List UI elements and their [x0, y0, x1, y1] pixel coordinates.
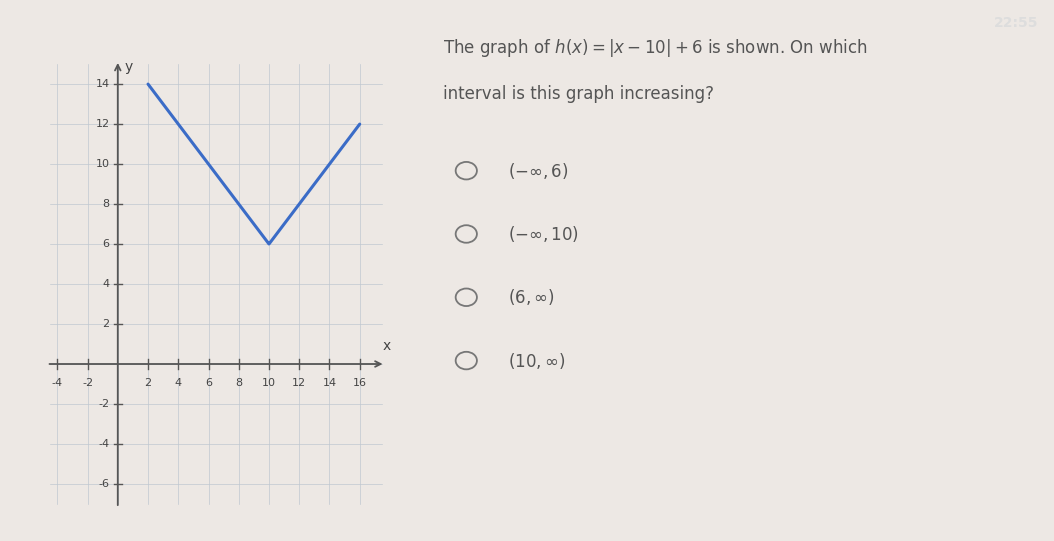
Text: -4: -4 [52, 378, 63, 388]
Text: $(10, \infty)$: $(10, \infty)$ [508, 351, 565, 371]
Text: -2: -2 [82, 378, 93, 388]
Text: $(6, \infty)$: $(6, \infty)$ [508, 287, 554, 307]
Text: 2: 2 [144, 378, 152, 388]
Text: 22:55: 22:55 [994, 16, 1038, 30]
Text: y: y [124, 60, 133, 74]
Text: 4: 4 [102, 279, 110, 289]
Text: 8: 8 [102, 199, 110, 209]
Text: interval is this graph increasing?: interval is this graph increasing? [443, 85, 714, 103]
Text: 8: 8 [235, 378, 242, 388]
Text: 10: 10 [96, 159, 110, 169]
Text: 10: 10 [262, 378, 276, 388]
Text: x: x [383, 339, 391, 353]
Text: 6: 6 [102, 239, 110, 249]
Text: The graph of $h(x) = |x - 10| + 6$ is shown. On which: The graph of $h(x) = |x - 10| + 6$ is sh… [443, 37, 867, 59]
Text: -2: -2 [98, 399, 110, 409]
Text: 14: 14 [95, 79, 110, 89]
Text: $(-\infty, 6)$: $(-\infty, 6)$ [508, 161, 568, 181]
Text: -6: -6 [98, 479, 110, 489]
Text: 12: 12 [292, 378, 307, 388]
Text: -4: -4 [98, 439, 110, 449]
Text: 4: 4 [175, 378, 182, 388]
Text: 14: 14 [323, 378, 336, 388]
Text: 6: 6 [206, 378, 212, 388]
Text: 12: 12 [95, 119, 110, 129]
Text: 2: 2 [102, 319, 110, 329]
Text: 16: 16 [353, 378, 367, 388]
Text: $(-\infty, 10)$: $(-\infty, 10)$ [508, 224, 579, 244]
